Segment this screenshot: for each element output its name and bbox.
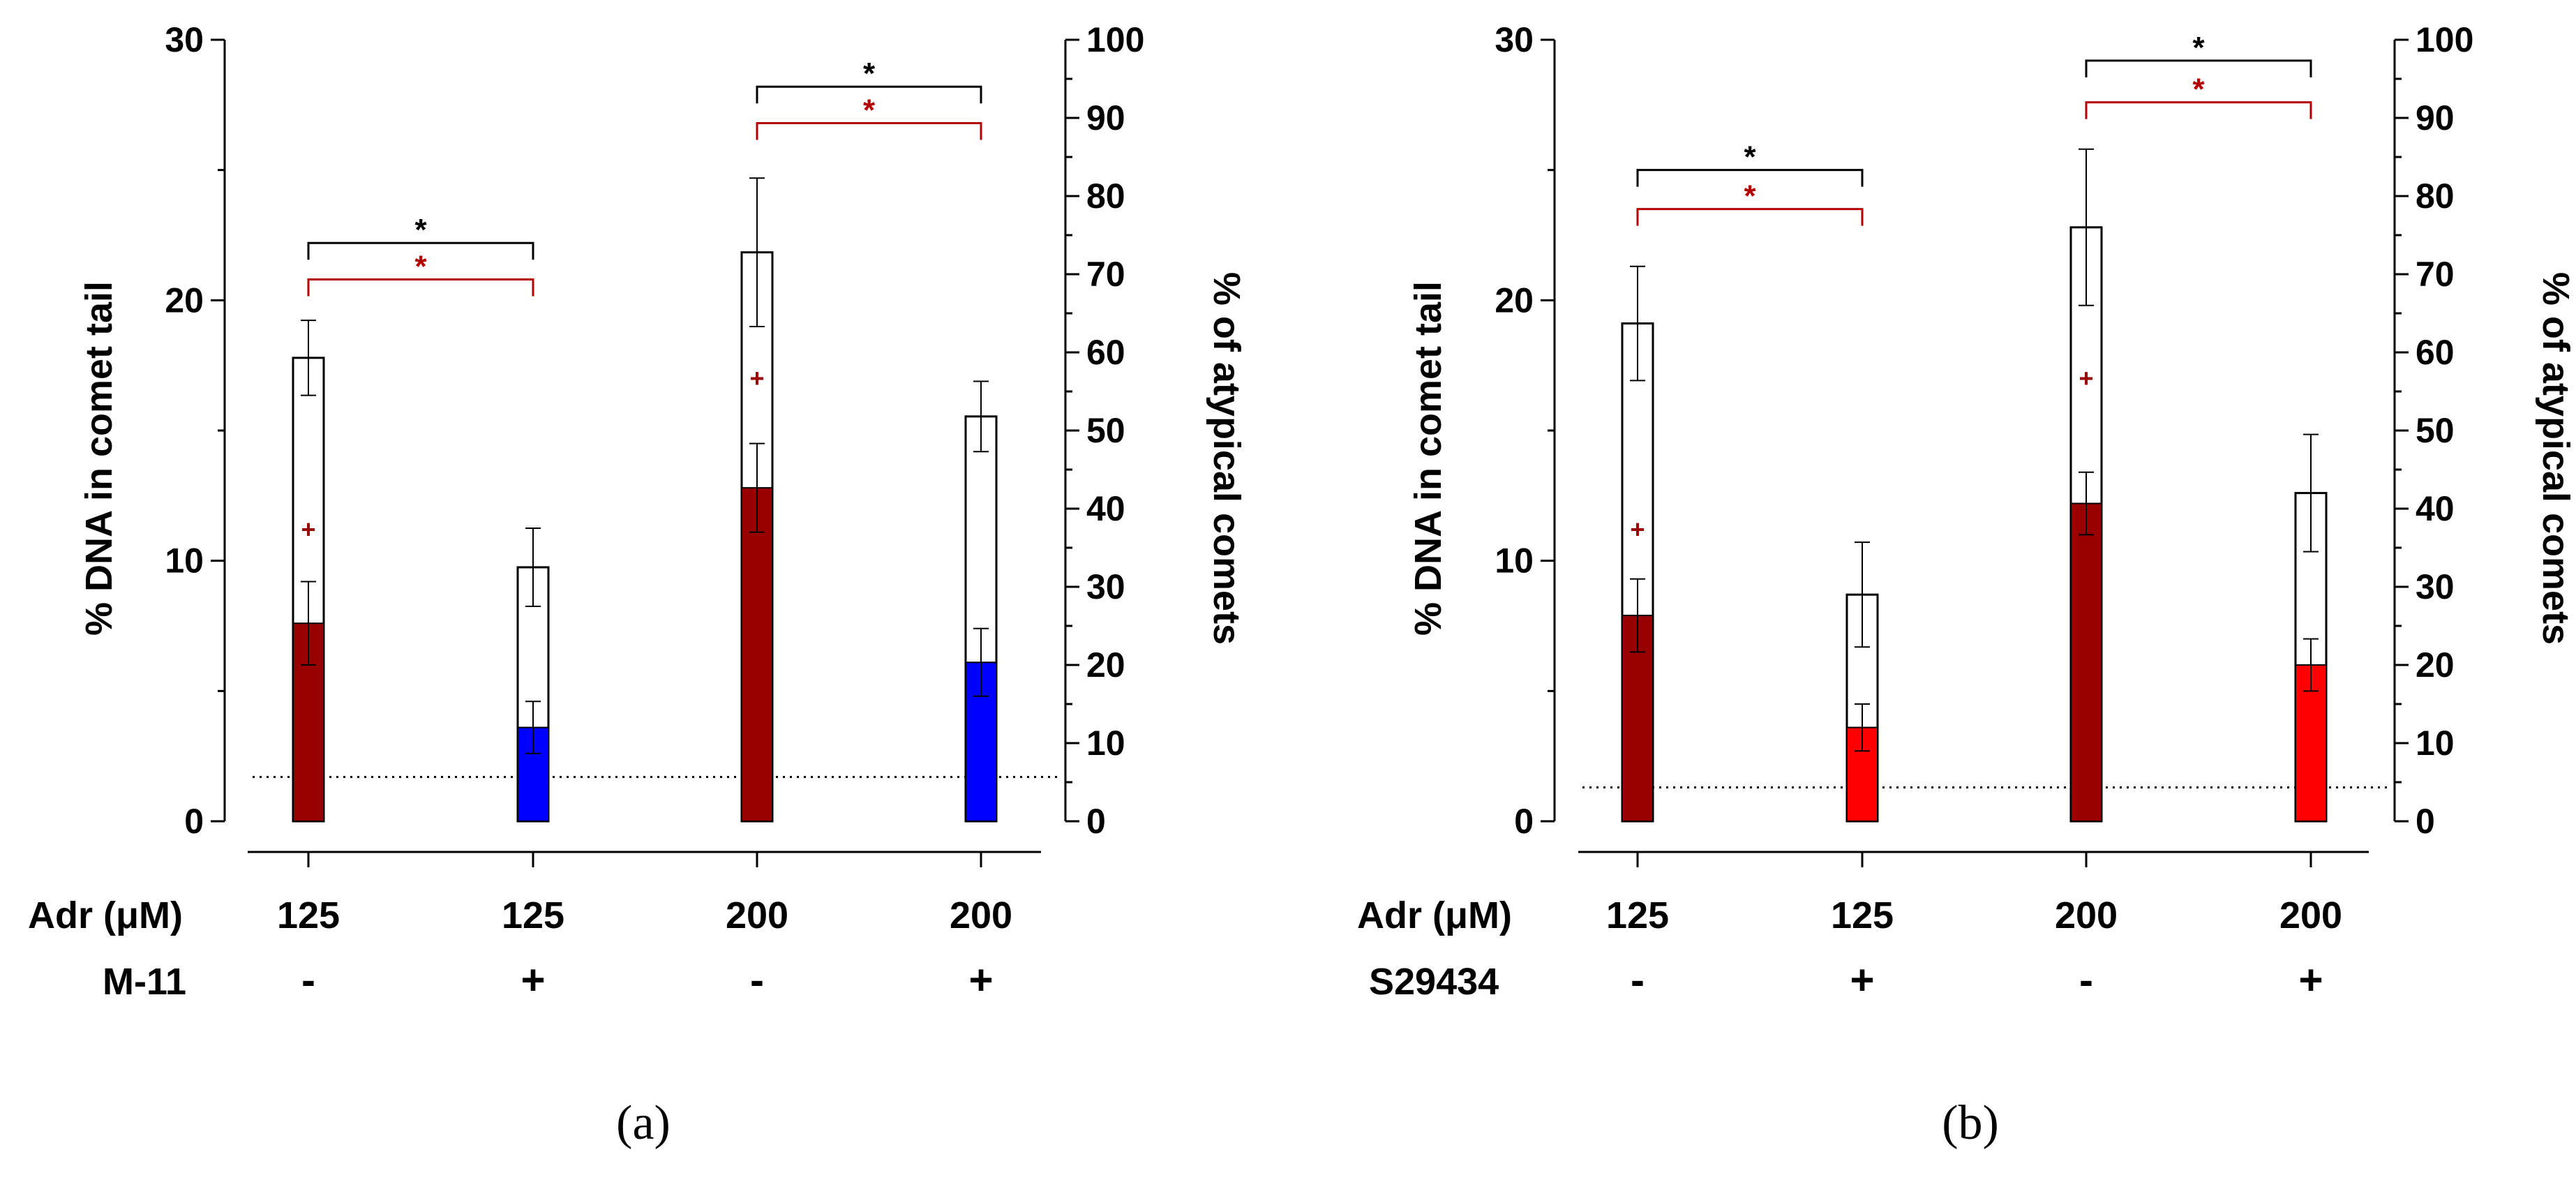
right-y-tick-label: 80 xyxy=(1086,177,1125,216)
right-y-tick-label: 30 xyxy=(1086,567,1125,606)
significance-star-red: * xyxy=(2192,73,2205,107)
x-tick-label-adr: 200 xyxy=(2279,895,2342,936)
left-y-axis-title: % DNA in comet tail xyxy=(1407,281,1449,636)
right-y-tick-label: 100 xyxy=(1086,20,1144,59)
significance-star-black: * xyxy=(1744,140,1756,174)
mean-marker-plus: + xyxy=(1630,515,1645,544)
panel-caption: (a) xyxy=(616,1096,671,1150)
significance-star-black: * xyxy=(414,213,427,247)
x-tick-label-adr: 125 xyxy=(502,895,564,936)
left-y-axis-title: % DNA in comet tail xyxy=(78,281,120,636)
chart-panel-b: 0 10 20 30 % DNA in comet tail 0 10 20 30 40 50 60 7… xyxy=(1357,20,2576,1150)
right-y-tick-label: 30 xyxy=(2416,567,2455,606)
x-tick-label-treatment: - xyxy=(2079,957,2093,1003)
significance-bracket-black xyxy=(1636,169,1864,187)
filled-bar-dna-in-tail xyxy=(741,487,773,823)
significance-bracket-black xyxy=(2085,59,2312,77)
x-tick-label-adr: 125 xyxy=(1606,895,1669,936)
left-y-tick-label: 30 xyxy=(165,20,204,59)
right-y-tick-label: 40 xyxy=(1086,489,1125,528)
panel-caption: (b) xyxy=(1942,1096,1999,1150)
right-y-axis-title: % of atypical comets xyxy=(2535,272,2576,645)
left-y-tick-label: 30 xyxy=(1495,20,1534,59)
left-y-tick-label: 10 xyxy=(165,541,204,581)
x-tick-label-adr: 200 xyxy=(2055,895,2118,936)
left-y-tick-label: 20 xyxy=(165,280,204,320)
row-label-adr: Adr (μM) xyxy=(28,895,183,936)
x-tick-label-adr: 125 xyxy=(277,895,340,936)
significance-star-black: * xyxy=(2192,31,2205,65)
right-y-tick-label: 90 xyxy=(2416,98,2455,137)
right-y-tick-label: 0 xyxy=(1086,802,1106,841)
significance-bracket-black xyxy=(307,241,534,260)
x-tick-label-treatment: + xyxy=(1850,957,1874,1003)
mean-marker-plus: + xyxy=(2079,364,2093,392)
left-y-tick-label: 0 xyxy=(1514,802,1534,841)
x-tick-label-treatment: - xyxy=(1631,957,1645,1003)
significance-bracket-red xyxy=(307,278,534,297)
right-y-tick-label: 50 xyxy=(2416,411,2455,450)
right-y-tick-label: 10 xyxy=(2416,724,2455,763)
x-tick-label-treatment: - xyxy=(301,957,315,1003)
row-label-adr: Adr (μM) xyxy=(1357,895,1512,936)
right-y-tick-label: 20 xyxy=(1086,645,1125,684)
right-y-tick-label: 90 xyxy=(1086,98,1125,137)
x-tick-label-treatment: + xyxy=(521,957,545,1003)
right-y-axis-title: % of atypical comets xyxy=(1206,272,1248,645)
x-tick-label-adr: 200 xyxy=(950,895,1012,936)
right-y-tick-label: 20 xyxy=(2416,645,2455,684)
x-tick-label-adr: 200 xyxy=(726,895,788,936)
significance-bracket-red xyxy=(2085,101,2312,119)
row-label-treatment: M-11 xyxy=(103,961,186,1003)
right-y-tick-label: 70 xyxy=(1086,255,1125,294)
right-y-tick-label: 10 xyxy=(1086,724,1125,763)
left-y-tick-label: 0 xyxy=(184,802,204,841)
mean-marker-plus: + xyxy=(301,515,315,544)
right-y-tick-label: 0 xyxy=(2416,802,2435,841)
significance-star-red: * xyxy=(1744,179,1756,214)
significance-bracket-black xyxy=(756,85,982,104)
significance-star-black: * xyxy=(863,57,876,91)
chart-panel-a: 0 10 20 30 % DNA in comet tail 0 10 20 30 40 50 60 7… xyxy=(28,20,1248,1150)
left-y-tick-label: 20 xyxy=(1495,280,1534,320)
x-tick-label-treatment: - xyxy=(750,957,764,1003)
left-y-tick-label: 10 xyxy=(1495,541,1534,581)
significance-bracket-red xyxy=(1636,208,1864,226)
row-label-treatment: S29434 xyxy=(1369,961,1499,1003)
significance-bracket-red xyxy=(756,121,982,140)
right-y-tick-label: 100 xyxy=(2416,20,2473,59)
right-y-tick-label: 60 xyxy=(2416,333,2455,372)
filled-bar-dna-in-tail xyxy=(2070,502,2102,822)
significance-star-red: * xyxy=(863,93,876,127)
right-y-tick-label: 70 xyxy=(2416,255,2455,294)
right-y-tick-label: 50 xyxy=(1086,411,1125,450)
significance-star-red: * xyxy=(414,249,427,283)
right-y-tick-label: 80 xyxy=(2416,177,2455,216)
right-y-tick-label: 40 xyxy=(2416,489,2455,528)
x-tick-label-treatment: + xyxy=(968,957,993,1003)
x-tick-label-treatment: + xyxy=(2298,957,2323,1003)
x-tick-label-adr: 125 xyxy=(1831,895,1894,936)
mean-marker-plus: + xyxy=(749,364,764,392)
right-y-tick-label: 60 xyxy=(1086,333,1125,372)
